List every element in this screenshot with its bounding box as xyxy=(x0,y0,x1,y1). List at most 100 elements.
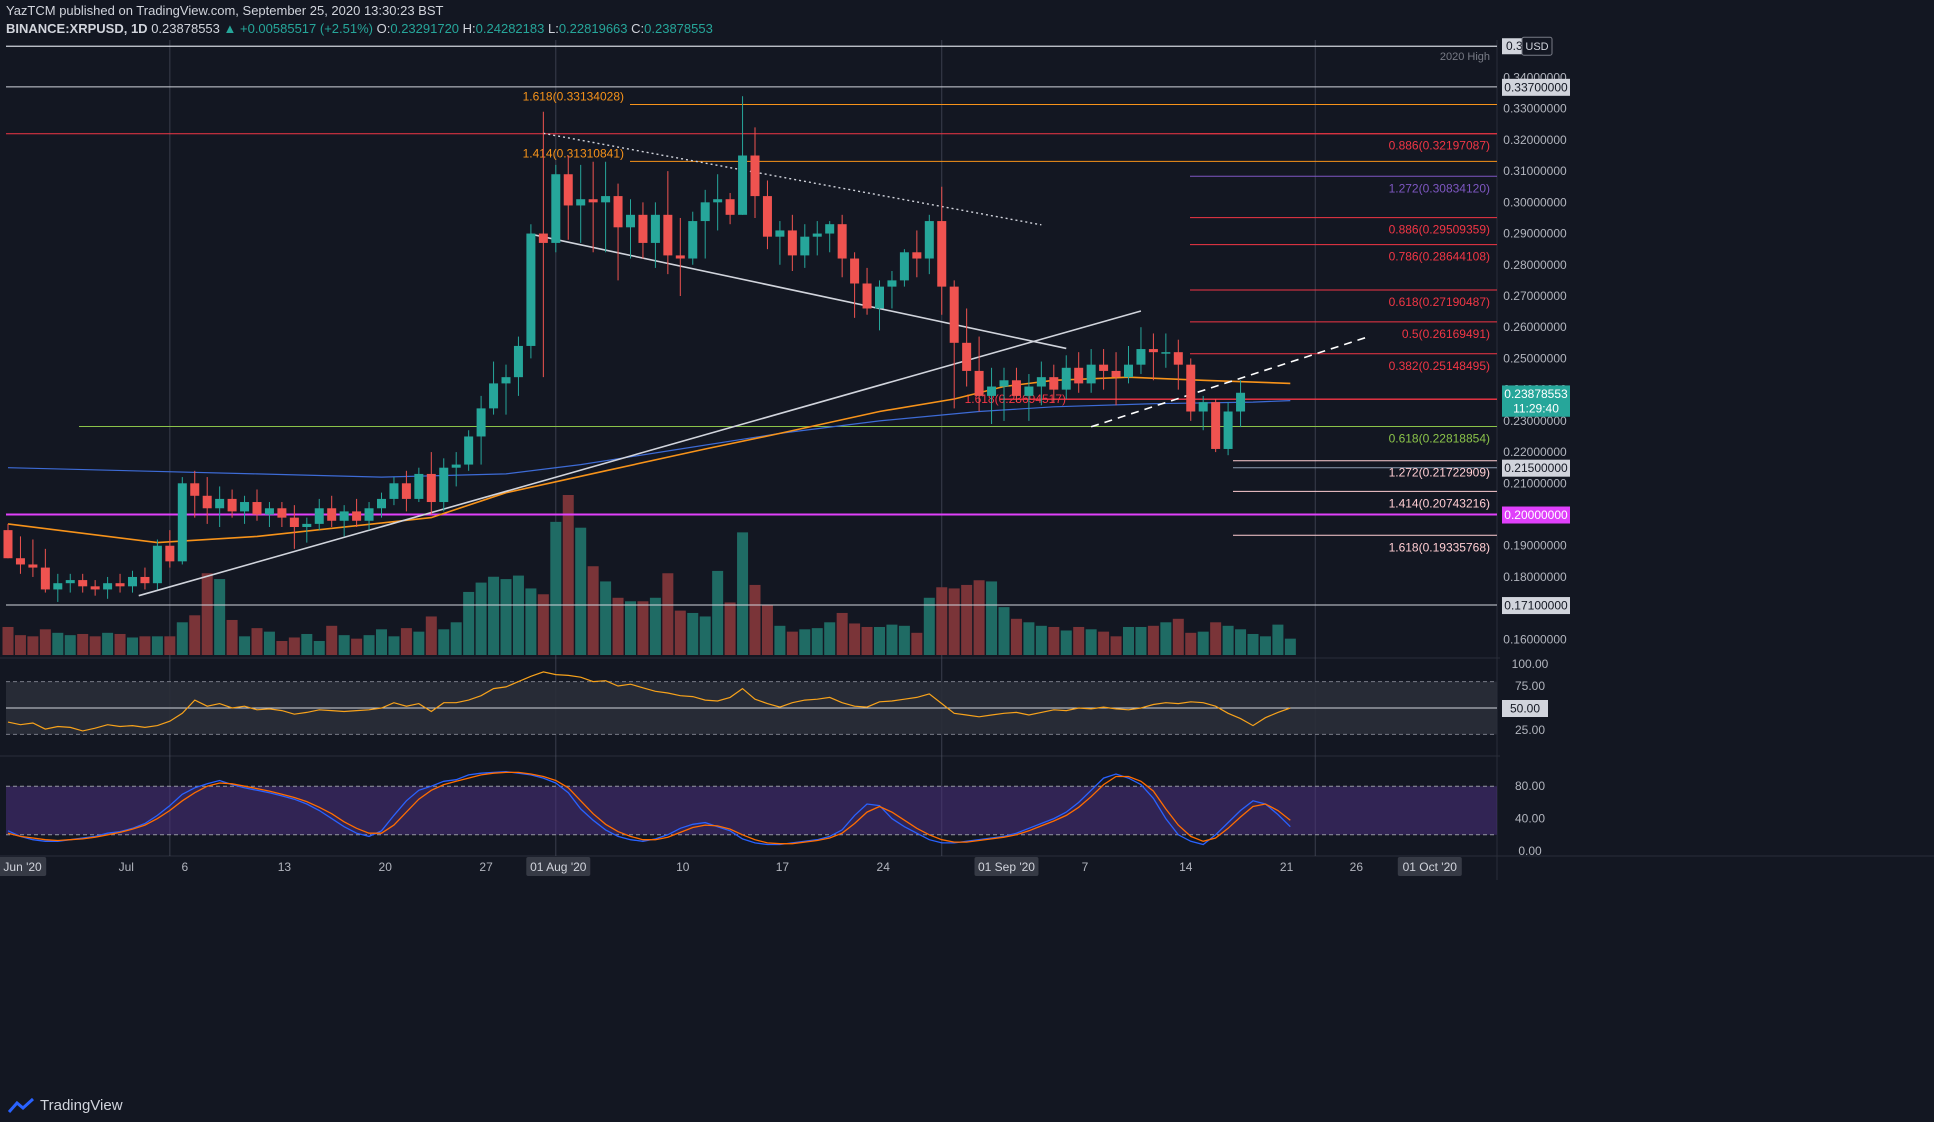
volume-bar xyxy=(77,633,89,655)
candle-body xyxy=(90,586,100,590)
date-label: 24 xyxy=(877,860,891,874)
volume-bar xyxy=(376,629,387,655)
symbol-name[interactable]: BINANCE:XRPUSD, 1D xyxy=(6,21,148,36)
candle-body xyxy=(401,483,411,499)
candle-body xyxy=(887,280,897,287)
candle-body xyxy=(1024,386,1034,396)
fib-level-label: 0.886(0.32197087) xyxy=(1389,139,1490,153)
volume-bar xyxy=(201,573,213,655)
volume-bar xyxy=(948,588,960,655)
price-label: 11:29:40 xyxy=(1513,401,1559,415)
date-label: 26 xyxy=(1350,860,1364,874)
candle-body xyxy=(165,545,175,562)
candle-body xyxy=(551,174,561,243)
volume-bar xyxy=(288,637,300,655)
volume-bar xyxy=(151,636,163,655)
price-tick-label: 0.22000000 xyxy=(1503,445,1567,459)
fib-level-label: 1.272(0.21722909) xyxy=(1389,466,1490,480)
candle-body xyxy=(762,196,772,237)
candle-body xyxy=(949,286,959,343)
fib-level-label: 1.414(0.31310841) xyxy=(523,146,624,160)
volume-bar xyxy=(438,629,450,655)
candle-body xyxy=(875,286,884,309)
volume-bar xyxy=(475,582,487,655)
price-tick-label: 0.25000000 xyxy=(1503,351,1567,365)
price-label-bg xyxy=(1502,385,1570,403)
candle-body xyxy=(140,576,150,584)
candle-body xyxy=(601,196,611,203)
candle-body xyxy=(152,545,162,584)
price-label: 0.23878553 xyxy=(1504,387,1568,401)
volume-bar xyxy=(64,635,76,655)
candle-body xyxy=(302,523,312,528)
volume-bar xyxy=(712,570,724,655)
candle-body xyxy=(339,511,349,521)
candle-body xyxy=(775,230,785,237)
volume-bar xyxy=(226,619,238,655)
candle-body xyxy=(177,483,187,562)
volume-bar xyxy=(1060,630,1072,655)
candle-body xyxy=(28,564,38,568)
date-label: 01 Jun '20 xyxy=(0,860,42,874)
volume-bar xyxy=(239,636,251,655)
candle-body xyxy=(40,567,50,590)
stoch-d-line xyxy=(7,771,1291,845)
date-label: 10 xyxy=(676,860,690,874)
rsi-tick-label: 25.00 xyxy=(1515,723,1545,737)
price-tick-label: 0.32000000 xyxy=(1503,133,1567,147)
candle-body xyxy=(1124,364,1133,378)
volume-bar xyxy=(89,636,101,655)
trendlines xyxy=(138,132,1366,597)
fib-level-label: 1.618(0.19335768) xyxy=(1389,540,1490,554)
stoch-tick-label: 0.00 xyxy=(1518,844,1542,858)
candle-body xyxy=(103,583,113,590)
candle-body xyxy=(1086,364,1096,384)
volume-bar xyxy=(986,581,998,655)
price-tick-label: 0.33000000 xyxy=(1503,102,1567,116)
volume-bar xyxy=(749,584,761,655)
candle-body xyxy=(526,233,536,346)
volume-bar xyxy=(338,635,350,655)
volume-bar xyxy=(1222,625,1234,655)
last-price: 0.23878553 xyxy=(151,21,220,36)
descending-trendline xyxy=(530,233,1067,350)
volume-bar xyxy=(849,623,861,655)
volume-bar xyxy=(649,597,661,655)
volume-bar xyxy=(400,628,412,655)
candle-body xyxy=(314,508,324,524)
candle-body xyxy=(215,498,225,509)
volume-bar xyxy=(114,633,126,655)
date-label: 01 Sep '20 xyxy=(978,860,1035,874)
volume-bar xyxy=(488,576,500,655)
volume-bar xyxy=(724,602,736,655)
stoch-tick-label: 40.00 xyxy=(1515,812,1545,826)
volume-bars xyxy=(2,495,1296,655)
stoch-tick-label: 80.00 xyxy=(1515,779,1545,793)
low-label: L: xyxy=(547,21,559,36)
candles xyxy=(3,96,1246,602)
volume-bar xyxy=(1010,618,1022,655)
volume-bar xyxy=(450,622,462,655)
volume-bar xyxy=(127,637,138,655)
volume-bar xyxy=(761,604,773,655)
volume-bar xyxy=(998,607,1010,655)
candle-body xyxy=(15,558,25,565)
volume-bar xyxy=(164,636,176,655)
volume-bar xyxy=(214,579,226,655)
candle-body xyxy=(1223,411,1233,449)
rsi-tick-label: 100.00 xyxy=(1512,657,1549,671)
oscillators xyxy=(7,671,1291,846)
candle-body xyxy=(800,236,810,256)
date-label: 13 xyxy=(278,860,292,874)
volume-bar xyxy=(425,616,437,655)
candle-body xyxy=(837,224,847,259)
candle-body xyxy=(700,202,710,222)
volume-bar xyxy=(587,566,599,655)
volume-bar xyxy=(774,625,786,655)
candle-body xyxy=(962,342,972,371)
tradingview-logo[interactable]: TradingView xyxy=(8,1097,123,1114)
candle-body xyxy=(128,576,137,587)
volume-bar xyxy=(537,594,549,655)
date-label-bg xyxy=(1397,857,1462,876)
